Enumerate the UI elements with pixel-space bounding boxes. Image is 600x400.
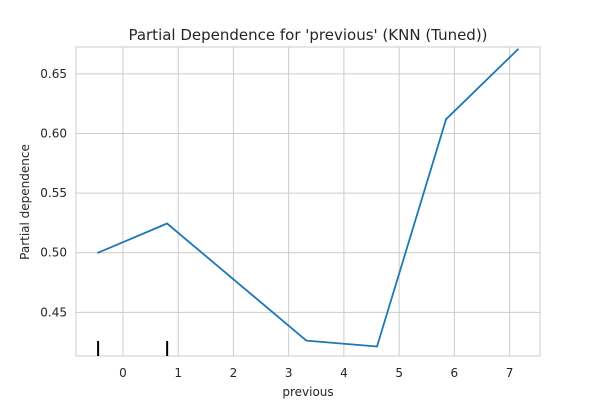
y-tick-labels: 0.45 0.50 0.55 0.60 0.65 xyxy=(40,67,67,320)
x-axis-label: previous xyxy=(282,385,333,399)
x-tick-label: 1 xyxy=(174,366,182,380)
plot-frame xyxy=(75,46,541,357)
partial-dependence-line xyxy=(97,48,519,348)
y-axis-label: Partial dependence xyxy=(18,144,32,260)
chart-title: Partial Dependence for 'previous' (KNN (… xyxy=(128,26,487,44)
data-point xyxy=(517,48,519,51)
data-point xyxy=(376,345,378,348)
data-point xyxy=(445,118,447,121)
data-point xyxy=(166,222,169,225)
x-tick-label: 7 xyxy=(506,366,514,380)
y-tick-label: 0.60 xyxy=(40,126,67,140)
y-tick-label: 0.50 xyxy=(40,246,67,260)
x-tick-label: 4 xyxy=(340,366,348,380)
data-point xyxy=(305,339,308,342)
x-tick-label: 0 xyxy=(119,366,127,380)
grid xyxy=(76,47,540,356)
x-tick-labels: 0 1 2 3 4 5 6 7 xyxy=(119,366,513,380)
x-tick-label: 6 xyxy=(451,366,459,380)
data-point xyxy=(97,251,99,254)
y-tick-label: 0.55 xyxy=(40,186,67,200)
y-tick-label: 0.65 xyxy=(40,67,67,81)
y-tick-label: 0.45 xyxy=(40,305,67,319)
x-tick-label: 5 xyxy=(395,366,403,380)
rug-marks xyxy=(97,341,169,356)
x-tick-label: 3 xyxy=(285,366,293,380)
series-layer xyxy=(97,48,519,348)
x-tick-label: 2 xyxy=(230,366,238,380)
